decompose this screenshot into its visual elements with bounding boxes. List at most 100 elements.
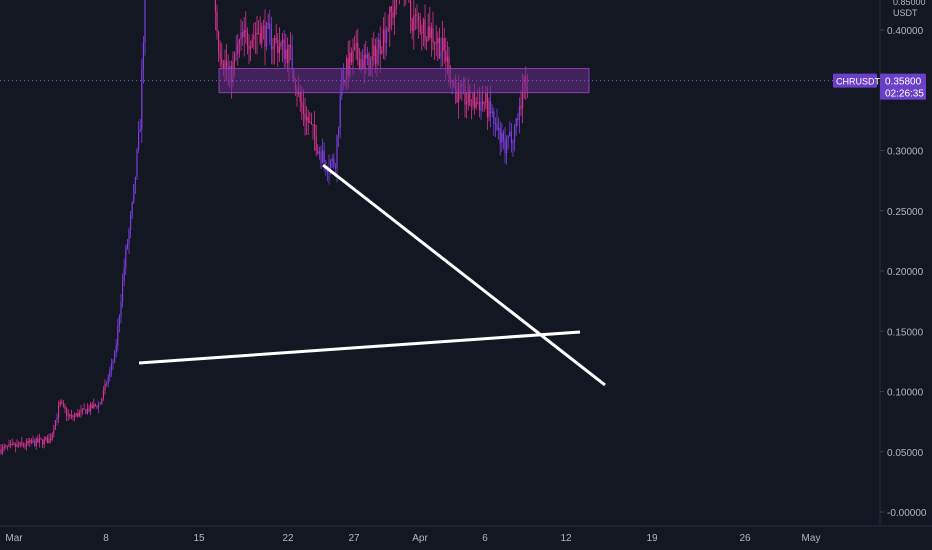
candle-body: [114, 352, 116, 363]
last-price-label: 0.35800: [885, 77, 922, 88]
candle-body: [381, 50, 383, 54]
candle-body: [379, 39, 381, 54]
candle-body: [498, 127, 500, 130]
candle-body: [64, 405, 66, 409]
candle-body: [291, 47, 293, 71]
candle-body: [75, 413, 77, 416]
candle-body: [309, 121, 311, 123]
candle-body: [350, 52, 352, 63]
candle-body: [130, 215, 132, 231]
candle-body: [37, 438, 39, 443]
candle-body: [122, 280, 124, 303]
candle-body: [306, 116, 308, 121]
countdown-label: 02:26:35: [885, 89, 924, 100]
candle-body: [2, 447, 4, 454]
candle-body: [488, 101, 490, 118]
candle-body: [378, 39, 380, 49]
candle-body: [10, 444, 12, 446]
candle-body: [520, 106, 522, 109]
candle-body: [486, 93, 488, 118]
candle-body: [24, 445, 26, 447]
candle-body: [267, 23, 269, 25]
price-axis-top-value: 0.85000: [893, 0, 926, 7]
candle-body: [310, 121, 312, 125]
time-tick-label: Mar: [5, 533, 23, 544]
candle-body: [478, 102, 480, 111]
time-axis: Mar 8 15 22 27 Apr 6 12 19 26 May: [0, 525, 932, 544]
candle-body: [59, 401, 61, 406]
candle-body: [264, 25, 266, 48]
candle-body: [69, 414, 71, 417]
candle-body: [226, 60, 228, 69]
candle-body: [429, 26, 431, 38]
trendlines-layer: [138, 163, 606, 387]
candle-body: [419, 20, 421, 33]
candle-body: [258, 32, 260, 34]
candle-body: [21, 442, 23, 444]
candle-body: [304, 113, 306, 121]
candle-body: [475, 102, 477, 108]
candle-body: [320, 151, 322, 163]
candle-body: [290, 44, 292, 48]
candle-body: [104, 383, 106, 391]
candle-body: [278, 46, 280, 54]
candle-body: [66, 408, 68, 416]
candle-body: [229, 66, 231, 70]
candle-body: [48, 438, 50, 444]
candle-body: [115, 345, 117, 353]
time-tick-label: 26: [739, 533, 751, 544]
candle-body: [43, 438, 45, 445]
candle-body: [483, 102, 485, 104]
resistance-trendline[interactable]: [322, 163, 606, 387]
candle-body: [360, 59, 362, 70]
candle-body: [331, 158, 333, 162]
candle-body: [326, 169, 328, 172]
candle-body: [88, 408, 90, 412]
price-tick-label: 0.20000: [887, 267, 924, 278]
support-trendline[interactable]: [138, 330, 581, 365]
candle-body: [411, 19, 413, 31]
price-tick-label: 0.10000: [887, 388, 924, 399]
candle-body: [117, 325, 119, 346]
candle-body: [491, 111, 493, 114]
candle-body: [470, 105, 472, 107]
candle-body: [83, 408, 85, 410]
candle-body: [51, 433, 53, 440]
candle-body: [301, 101, 303, 106]
time-tick-label: 6: [482, 533, 488, 544]
candle-body: [5, 445, 7, 447]
candle-body: [493, 111, 495, 124]
candle-body: [218, 31, 220, 53]
candle-body: [138, 131, 140, 151]
candle-body: [67, 414, 69, 416]
candle-body: [77, 413, 79, 417]
candle-body: [395, 0, 397, 10]
candle-body: [275, 38, 277, 40]
time-tick-label: 22: [282, 533, 294, 544]
candle-body: [421, 32, 423, 34]
candle-body: [390, 6, 392, 12]
candle-body: [74, 415, 76, 417]
candle-body: [222, 63, 224, 68]
candle-body: [392, 11, 394, 18]
candle-body: [262, 25, 264, 27]
candle-body: [434, 42, 436, 44]
candle-body: [91, 404, 93, 409]
candle-body: [126, 243, 128, 249]
candle-body: [18, 444, 20, 446]
candle-body: [363, 54, 365, 69]
candle-body: [40, 438, 42, 440]
candle-body: [58, 405, 60, 418]
candle-body: [347, 58, 349, 77]
candle-body: [254, 34, 256, 36]
time-tick-label: 8: [103, 533, 109, 544]
candle-body: [253, 35, 255, 40]
candle-body: [330, 161, 332, 169]
candle-body: [42, 439, 44, 445]
candle-body: [238, 39, 240, 44]
candle-body: [19, 442, 21, 446]
candle-body: [248, 45, 250, 49]
candle-body: [370, 60, 372, 76]
candle-body: [250, 46, 252, 49]
